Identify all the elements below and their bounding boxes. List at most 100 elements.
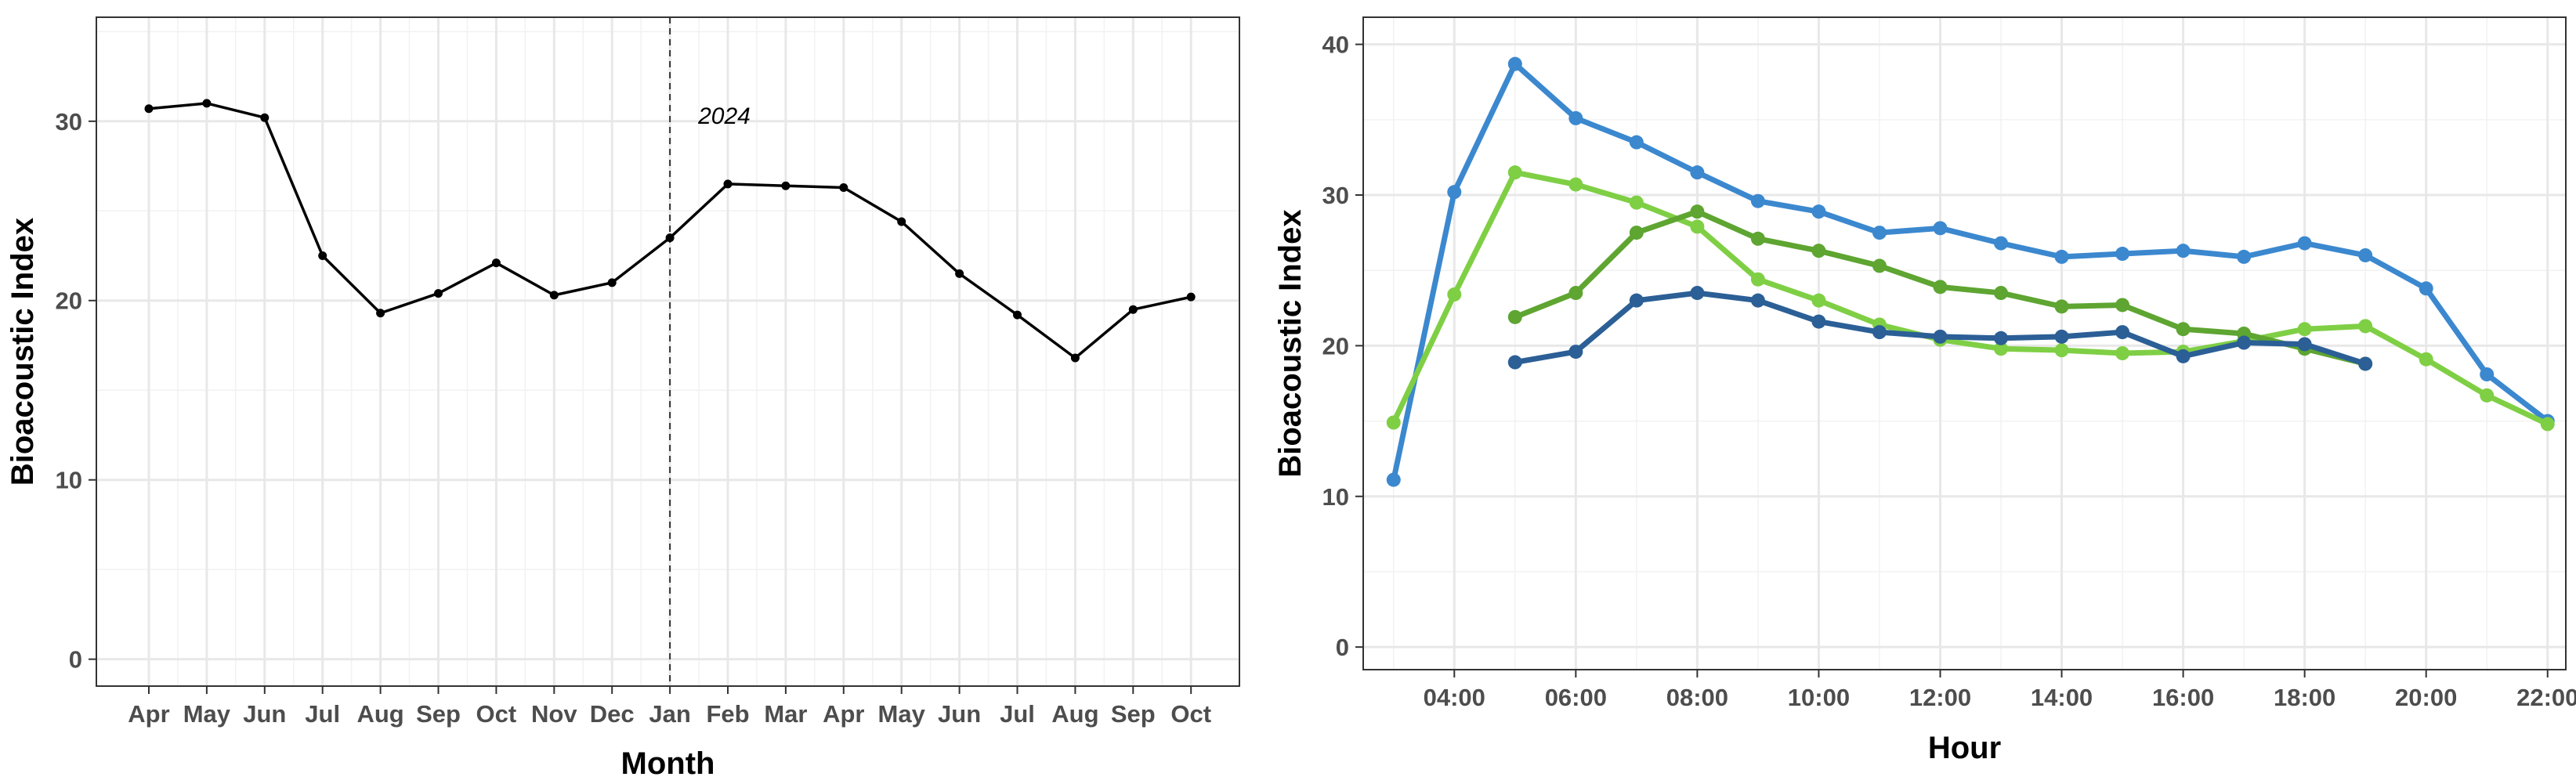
- x-tick-label: May: [878, 700, 926, 728]
- y-tick-label: 30: [56, 108, 82, 135]
- data-point-series-4: [2176, 349, 2191, 363]
- plot-panel-background: [96, 17, 1239, 686]
- data-point-series-4: [2297, 337, 2312, 352]
- y-tick-label: 0: [69, 646, 82, 674]
- data-point-series-1: [1447, 185, 1462, 200]
- data-point-series-2: [1750, 272, 1765, 287]
- x-tick-label: Jun: [938, 700, 981, 728]
- x-tick-label: 20:00: [2395, 684, 2457, 711]
- x-tick-label: Jul: [305, 700, 340, 728]
- x-tick-label: Aug: [1051, 700, 1098, 728]
- data-point: [781, 181, 791, 190]
- data-point: [839, 183, 848, 193]
- x-tick-label: 12:00: [1909, 684, 1971, 711]
- data-point-series-2: [1690, 219, 1705, 234]
- y-tick-label: 20: [56, 287, 82, 315]
- x-tick-label: Jun: [243, 700, 286, 728]
- data-point-series-1: [1568, 110, 1583, 125]
- data-point-series-2: [2480, 388, 2495, 403]
- data-point: [1070, 353, 1080, 363]
- y-tick-label: 20: [1322, 332, 1349, 359]
- x-tick-label: May: [183, 700, 231, 728]
- data-point-series-1: [2419, 281, 2433, 296]
- y-axis-title: Bioacoustic Index: [5, 218, 40, 486]
- data-point-series-4: [1811, 314, 1826, 329]
- x-tick-label: 16:00: [2152, 684, 2214, 711]
- data-point-series-1: [1811, 204, 1826, 219]
- data-point-series-1: [2176, 244, 2191, 258]
- x-tick-label: Oct: [1170, 700, 1211, 728]
- data-point-series-3: [1690, 204, 1705, 219]
- x-tick-label: Oct: [476, 700, 517, 728]
- x-tick-label: Mar: [764, 700, 807, 728]
- data-point-series-1: [1872, 226, 1887, 240]
- data-point-series-4: [1872, 325, 1887, 340]
- y-tick-label: 30: [1322, 182, 1349, 209]
- data-point-series-3: [1811, 244, 1826, 258]
- data-point: [665, 233, 675, 243]
- data-point: [434, 289, 443, 298]
- data-point-series-4: [2115, 325, 2130, 340]
- data-point: [955, 269, 964, 278]
- data-point-series-2: [2115, 346, 2130, 361]
- data-point-series-2: [2540, 417, 2555, 432]
- y-tick-label: 10: [1322, 483, 1349, 511]
- data-point-series-3: [2176, 322, 2191, 337]
- x-tick-label: 22:00: [2516, 684, 2576, 711]
- x-tick-label: 14:00: [2031, 684, 2093, 711]
- y-tick-label: 10: [56, 467, 82, 494]
- data-point-series-2: [2419, 352, 2433, 367]
- monthly-chart: 2024 0 10 20 30 Apr May Jun Jul Aug Sep Oct Nov Dec Ja…: [5, 16, 1240, 781]
- plot-panel-border: [1362, 16, 2567, 670]
- series-line-2: [1391, 169, 2551, 427]
- data-point-series-3: [1568, 286, 1583, 301]
- x-tick-label: 06:00: [1545, 684, 1607, 711]
- data-point-series-2: [2358, 319, 2373, 334]
- data-point-series-4: [1507, 355, 1522, 370]
- data-point-series-1: [1629, 135, 1644, 150]
- data-point-series-3: [2115, 298, 2130, 313]
- data-point-series-4: [1933, 329, 1948, 344]
- plot-panel-border: [96, 16, 1240, 687]
- x-axis-title: Month: [621, 746, 715, 781]
- data-point: [144, 104, 154, 114]
- data-point-series-1: [1994, 236, 2009, 251]
- x-tick-label: 10:00: [1788, 684, 1850, 711]
- data-point-series-2: [1629, 195, 1644, 210]
- data-point: [607, 278, 617, 287]
- hourly-chart: 0 10 20 30 40 04:00 06:00 08:00 10:00 12:00 14:00 1…: [1273, 16, 2576, 765]
- x-tick-label: Sep: [1111, 700, 1156, 728]
- x-tick-label: Nov: [531, 700, 577, 728]
- data-point-series-1: [1386, 472, 1401, 487]
- data-point-series-2: [1507, 165, 1522, 180]
- data-point-series-4: [2358, 356, 2373, 371]
- x-tick-label: 18:00: [2274, 684, 2335, 711]
- data-point: [1013, 310, 1022, 320]
- data-point-series-1: [2237, 249, 2252, 264]
- data-point-series-4: [2054, 329, 2069, 344]
- data-point: [260, 113, 270, 122]
- x-tick-label: Jul: [1000, 700, 1035, 728]
- x-tick-label: Aug: [356, 700, 403, 728]
- x-tick-label: Apr: [128, 700, 169, 728]
- data-point: [549, 291, 559, 300]
- data-point-series-1: [2358, 247, 2373, 262]
- data-point-series-3: [1933, 280, 1948, 294]
- data-point-series-2: [1568, 177, 1583, 192]
- x-axis-title: Hour: [1928, 731, 2001, 765]
- data-point-series-2: [2297, 322, 2312, 337]
- data-point: [723, 179, 733, 189]
- data-point-series-4: [1750, 293, 1765, 308]
- data-point-series-2: [1447, 287, 1462, 302]
- data-point-series-1: [2297, 236, 2312, 251]
- data-point-series-3: [2054, 299, 2069, 314]
- data-point-series-2: [2054, 343, 2069, 358]
- data-point-series-3: [1507, 309, 1522, 324]
- data-point-series-1: [1933, 221, 1948, 236]
- data-point-series-3: [1629, 226, 1644, 240]
- data-point-series-1: [1690, 165, 1705, 180]
- data-point: [897, 217, 906, 226]
- data-point: [491, 258, 501, 268]
- data-point-series-3: [1994, 286, 2009, 301]
